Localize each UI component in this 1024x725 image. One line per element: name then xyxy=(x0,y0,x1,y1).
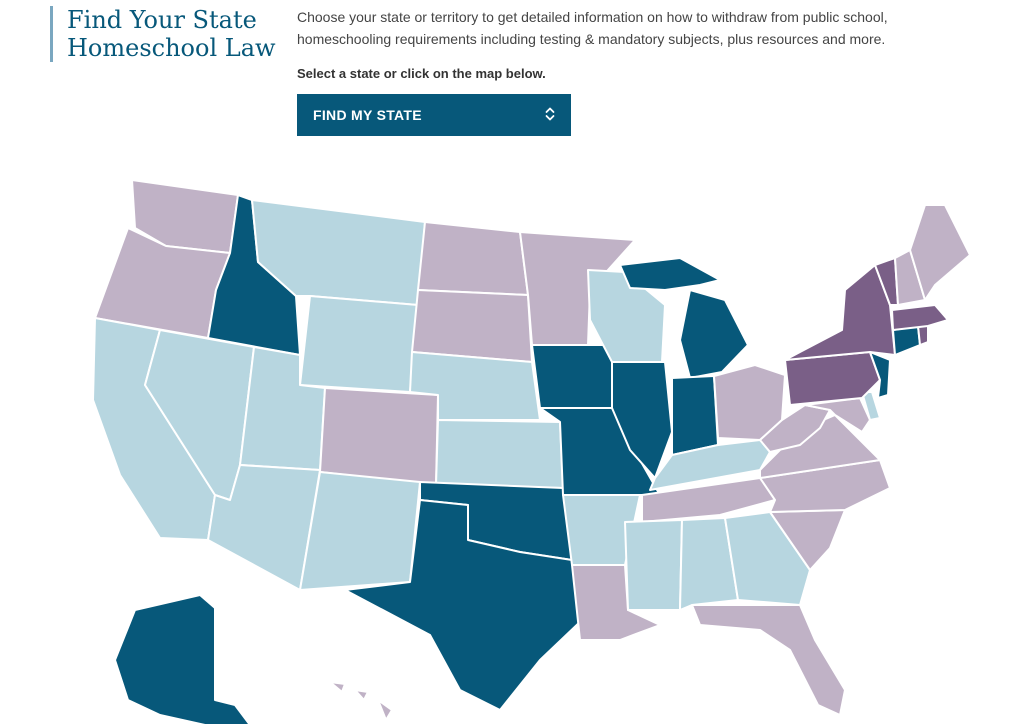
page-title-line1: Find Your State xyxy=(67,6,257,34)
state-south-dakota[interactable]: South Dakota xyxy=(411,289,533,363)
state-mississippi[interactable]: Mississippi xyxy=(624,519,683,611)
page-title-block: Find Your State Homeschool Law xyxy=(50,6,276,62)
state-alabama[interactable]: Alabama xyxy=(679,517,739,611)
state-new-mexico[interactable]: New Mexico xyxy=(299,471,421,591)
state-indiana[interactable]: Indiana xyxy=(671,375,719,456)
state-massachusetts[interactable]: Massachusetts xyxy=(891,304,949,331)
select-prompt: Select a state or click on the map below… xyxy=(297,66,546,81)
chevron-up-down-icon xyxy=(545,107,555,123)
find-my-state-select[interactable]: FIND MY STATE xyxy=(297,94,571,136)
page-title-line2: Homeschool Law xyxy=(67,34,276,62)
state-new-york[interactable]: New York xyxy=(784,264,896,361)
state-colorado[interactable]: Colorado xyxy=(319,387,439,486)
state-rhode-island[interactable]: Rhode Island xyxy=(917,325,929,346)
state-alaska[interactable]: Alaska xyxy=(114,594,251,725)
us-state-map: WashingtonOregonCaliforniaIdahoNevadaMon… xyxy=(92,179,971,725)
state-georgia[interactable]: Georgia xyxy=(724,511,811,606)
state-new-jersey[interactable]: New Jersey xyxy=(869,351,891,399)
page-title: Find Your State Homeschool Law xyxy=(67,6,276,62)
state-florida[interactable]: Florida xyxy=(691,604,846,716)
state-wyoming[interactable]: Wyoming xyxy=(299,295,419,393)
state-maine[interactable]: Maine xyxy=(909,204,971,301)
state-texas[interactable]: Texas xyxy=(344,499,583,711)
state-hawaii[interactable]: Hawaii xyxy=(329,681,393,721)
state-michigan[interactable]: Michigan xyxy=(619,257,749,379)
intro-text: Choose your state or territory to get de… xyxy=(297,9,888,47)
state-kansas[interactable]: Kansas xyxy=(435,419,564,489)
state-north-dakota[interactable]: North Dakota xyxy=(417,221,529,296)
find-my-state-label: FIND MY STATE xyxy=(313,107,422,123)
state-louisiana[interactable]: Louisiana xyxy=(571,564,661,641)
